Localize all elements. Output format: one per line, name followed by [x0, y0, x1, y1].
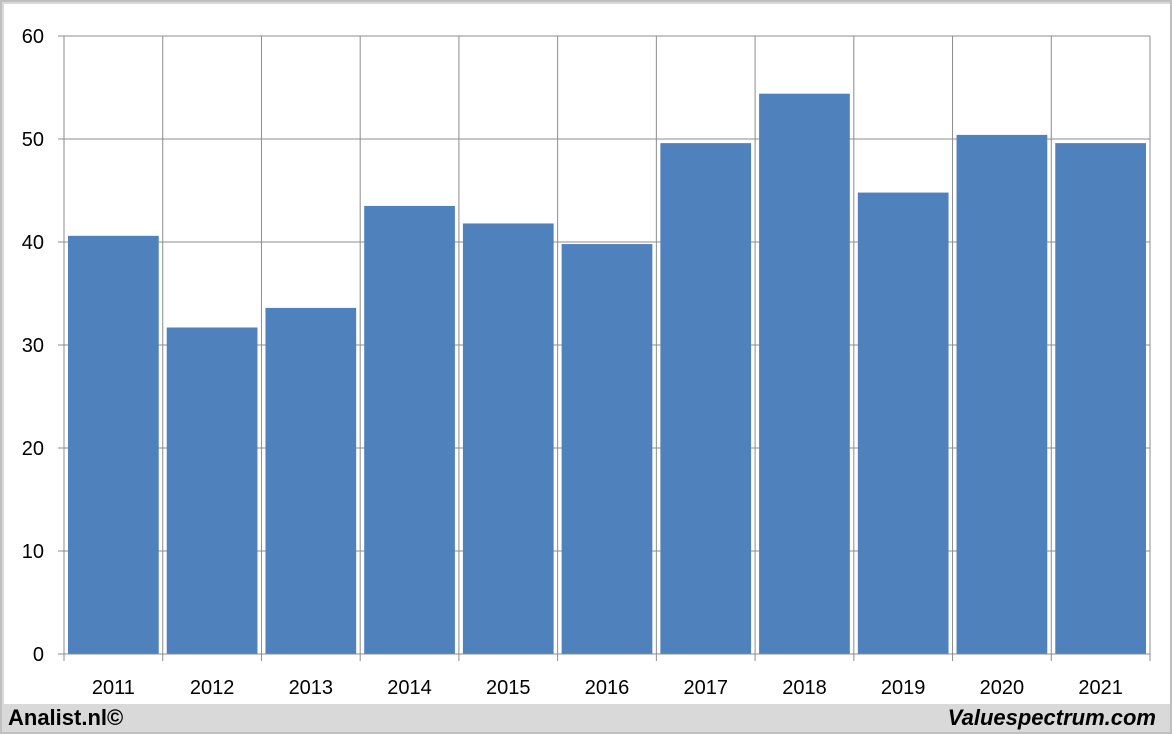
bar-2020: [956, 134, 1048, 654]
x-tick-label: 2011: [92, 677, 135, 699]
x-tick-label: 2012: [190, 677, 235, 699]
y-tick-label: 60: [22, 26, 44, 48]
bar-2014: [364, 205, 455, 654]
y-tick-label: 50: [22, 129, 44, 151]
footer-source-right: Valuespectrum.com: [947, 705, 1156, 730]
y-tick-label: 20: [22, 438, 44, 460]
bar-2018: [759, 93, 850, 655]
x-tick-labels: 2011 2012 2013 2014 2015 2016 2017 2018 2019 2020…: [92, 677, 1123, 699]
y-tick-label: 30: [22, 335, 44, 357]
y-tick-label: 0: [33, 644, 44, 666]
footer-source-left: Analist.nl©: [8, 705, 124, 730]
grid-lines: [64, 35, 1151, 654]
x-tick-label: 2020: [980, 677, 1025, 699]
y-tick-label: 10: [22, 541, 44, 563]
bar-2021: [1055, 143, 1146, 654]
bar-2015: [462, 223, 554, 654]
x-tick-label: 2017: [683, 677, 728, 699]
x-tick-label: 2013: [289, 677, 334, 699]
x-tick-label: 2015: [486, 677, 531, 699]
x-tick-label: 2016: [585, 677, 630, 699]
bar-2013: [265, 307, 357, 654]
x-tick-label: 2019: [881, 677, 926, 699]
y-tick-label: 40: [22, 232, 44, 254]
x-tick-label: 2018: [782, 677, 827, 699]
bar-2019: [857, 192, 949, 654]
x-tick-label: 2021: [1078, 677, 1123, 699]
bar-2011: [68, 235, 159, 654]
y-tick-labels: 0 10 20 30 40 50 60: [22, 26, 44, 666]
bar-2012: [166, 327, 258, 654]
bar-2017: [660, 143, 752, 654]
bar-2016: [561, 244, 653, 654]
x-tick-label: 2014: [387, 677, 432, 699]
axes: [58, 35, 1151, 661]
plot-panel: 0 10 20 30 40 50 60 2011 2012 2013 2014 2015 2016 20…: [4, 4, 1170, 704]
bars: [68, 93, 1146, 655]
